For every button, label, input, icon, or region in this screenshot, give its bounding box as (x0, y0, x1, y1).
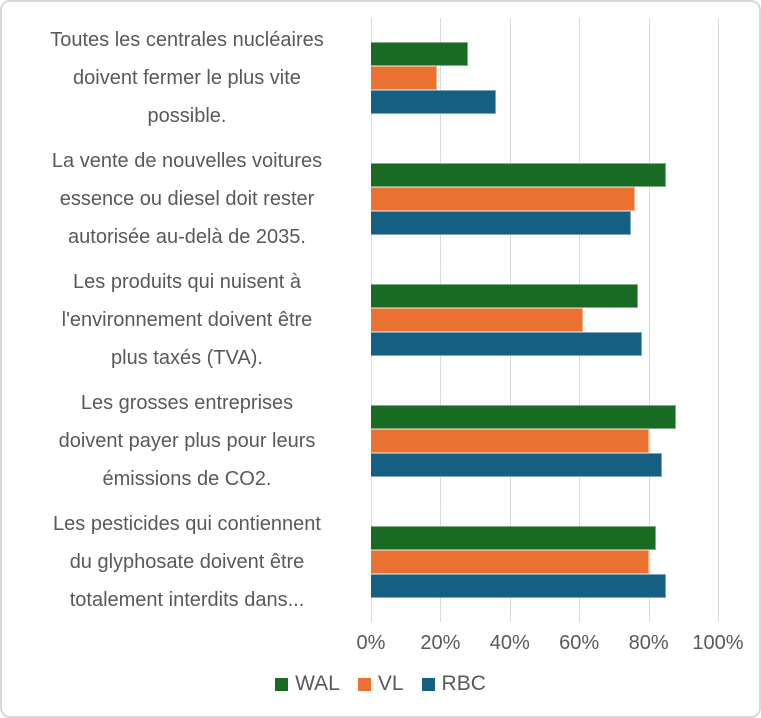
bar-group (371, 18, 718, 139)
bar-vl (371, 307, 583, 332)
axis-tick-label: 20% (420, 632, 461, 654)
category-label: La vente de nouvelles voitures essence o… (51, 150, 323, 249)
category-label: Les pesticides qui contiennent du glypho… (53, 512, 321, 611)
legend: WAL VL RBC (2, 672, 759, 696)
gridline (718, 18, 719, 622)
bar-vl (371, 187, 635, 212)
legend-label: VL (377, 672, 404, 695)
bar-wal (371, 525, 656, 550)
bar-vl (371, 66, 437, 91)
legend-item-rbc: RBC (421, 672, 486, 696)
bar-rbc (371, 90, 496, 115)
value-axis: 0% 20% 40% 60% 80% 100% (357, 632, 744, 658)
axis-tick-label: 100% (692, 632, 744, 654)
bar-wal (371, 404, 677, 429)
bar-rbc (371, 573, 666, 598)
bar-group (371, 139, 718, 260)
bar-group (371, 260, 718, 381)
bar-wal (371, 283, 639, 308)
gridline (648, 18, 650, 622)
bar-group (371, 380, 718, 501)
legend-item-wal: WAL (275, 672, 340, 696)
plot-area (371, 18, 719, 622)
legend-swatch-icon (275, 677, 289, 691)
bar-group (371, 501, 718, 622)
category-label: Les produits qui nuisent à l'environneme… (61, 270, 313, 369)
bar-rbc (371, 211, 632, 236)
category-label: Les grosses entreprises doivent payer pl… (58, 391, 316, 490)
bar-rbc (371, 452, 663, 477)
category-axis-labels: Toutes les centrales nucléaires doivent … (8, 18, 366, 622)
bar-vl (371, 428, 649, 453)
bar-rbc (371, 331, 642, 356)
bar-wal (371, 163, 666, 188)
bar-wal (371, 42, 469, 67)
axis-tick-label: 40% (489, 632, 530, 654)
legend-item-vl: VL (357, 672, 404, 696)
legend-swatch-icon (421, 677, 435, 691)
legend-swatch-icon (357, 677, 371, 691)
legend-label: RBC (441, 672, 486, 695)
bar-vl (371, 549, 649, 574)
axis-tick-label: 60% (559, 632, 600, 654)
legend-label: WAL (295, 672, 340, 695)
category-label: Toutes les centrales nucléaires doivent … (50, 29, 324, 128)
axis-tick-label: 80% (628, 632, 669, 654)
axis-tick-label: 0% (356, 632, 386, 654)
